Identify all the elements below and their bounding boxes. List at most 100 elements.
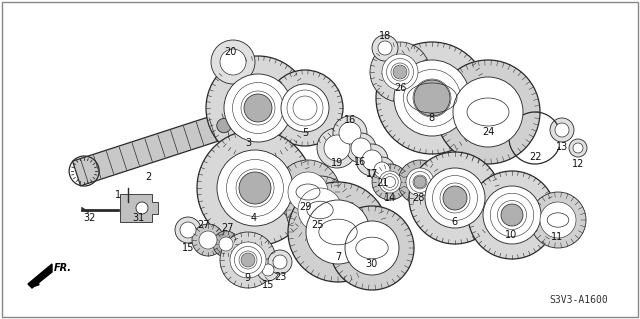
Circle shape [393, 65, 407, 79]
Text: 16: 16 [354, 157, 366, 167]
Circle shape [414, 176, 426, 188]
Text: 24: 24 [482, 127, 494, 137]
Circle shape [483, 186, 541, 244]
Circle shape [244, 94, 272, 122]
Text: 17: 17 [366, 169, 378, 179]
Text: 3: 3 [245, 138, 251, 148]
Text: 15: 15 [262, 280, 274, 290]
Circle shape [220, 49, 246, 75]
Circle shape [230, 242, 266, 278]
Circle shape [262, 264, 274, 276]
Circle shape [199, 231, 217, 249]
Text: 10: 10 [505, 230, 517, 240]
Text: S3V3-A1600: S3V3-A1600 [549, 295, 608, 305]
Circle shape [267, 70, 343, 146]
Circle shape [217, 118, 231, 133]
Circle shape [286, 176, 354, 244]
Text: 18: 18 [379, 31, 391, 41]
Text: 20: 20 [224, 47, 236, 57]
Circle shape [369, 157, 395, 183]
Text: 19: 19 [331, 158, 343, 168]
Circle shape [370, 42, 430, 102]
Circle shape [468, 171, 556, 259]
Circle shape [241, 253, 255, 267]
Circle shape [306, 200, 370, 264]
Text: FR.: FR. [54, 263, 72, 273]
Circle shape [394, 60, 470, 136]
Text: 9: 9 [244, 273, 250, 283]
Text: 1: 1 [115, 190, 121, 200]
Text: 14: 14 [384, 193, 396, 203]
Circle shape [436, 60, 540, 164]
Circle shape [569, 139, 587, 157]
Circle shape [217, 150, 293, 226]
Circle shape [443, 186, 467, 210]
Text: 29: 29 [299, 202, 311, 212]
Text: 5: 5 [302, 128, 308, 138]
Text: 22: 22 [530, 152, 542, 162]
Circle shape [555, 123, 569, 137]
Text: 21: 21 [376, 178, 388, 188]
Circle shape [398, 160, 442, 204]
Polygon shape [120, 194, 158, 222]
Polygon shape [72, 110, 237, 186]
Circle shape [239, 172, 271, 204]
Circle shape [220, 232, 276, 288]
Circle shape [197, 130, 313, 246]
Circle shape [372, 164, 408, 200]
Circle shape [330, 206, 414, 290]
Text: 27: 27 [198, 220, 211, 230]
Text: 26: 26 [394, 83, 406, 93]
Circle shape [346, 133, 376, 163]
Circle shape [324, 135, 350, 161]
Text: 4: 4 [251, 213, 257, 223]
Circle shape [414, 80, 450, 116]
Circle shape [550, 118, 574, 142]
Circle shape [268, 250, 292, 274]
Text: 31: 31 [132, 213, 144, 223]
Circle shape [453, 77, 523, 147]
Circle shape [175, 217, 201, 243]
Circle shape [376, 42, 488, 154]
Text: 13: 13 [556, 142, 568, 152]
Circle shape [317, 128, 357, 168]
Circle shape [425, 168, 485, 228]
Circle shape [356, 144, 388, 176]
Text: 15: 15 [182, 243, 194, 253]
Text: 2: 2 [145, 172, 151, 182]
Circle shape [257, 259, 279, 281]
Text: 16: 16 [344, 115, 356, 125]
Circle shape [206, 56, 310, 160]
Text: 32: 32 [84, 213, 96, 223]
Circle shape [382, 54, 418, 90]
Circle shape [273, 255, 287, 269]
Text: 23: 23 [274, 272, 286, 282]
Circle shape [409, 152, 501, 244]
Circle shape [276, 160, 340, 224]
Circle shape [219, 237, 233, 251]
Circle shape [406, 168, 434, 196]
Circle shape [180, 222, 196, 238]
Text: 28: 28 [412, 193, 424, 203]
Circle shape [501, 204, 523, 226]
Circle shape [379, 171, 401, 193]
Text: 8: 8 [428, 113, 434, 123]
Circle shape [540, 202, 576, 238]
Text: 30: 30 [365, 259, 377, 269]
Circle shape [530, 192, 586, 248]
Text: 11: 11 [551, 232, 563, 242]
Circle shape [378, 41, 392, 55]
Circle shape [288, 172, 328, 212]
Circle shape [281, 84, 329, 132]
Circle shape [333, 116, 367, 150]
Text: 6: 6 [451, 217, 457, 227]
Circle shape [298, 188, 342, 232]
Circle shape [211, 40, 255, 84]
Circle shape [372, 35, 398, 61]
Circle shape [573, 143, 583, 153]
Circle shape [345, 221, 399, 275]
Polygon shape [28, 264, 52, 288]
Circle shape [339, 122, 361, 144]
Circle shape [351, 138, 371, 158]
Circle shape [288, 182, 388, 282]
